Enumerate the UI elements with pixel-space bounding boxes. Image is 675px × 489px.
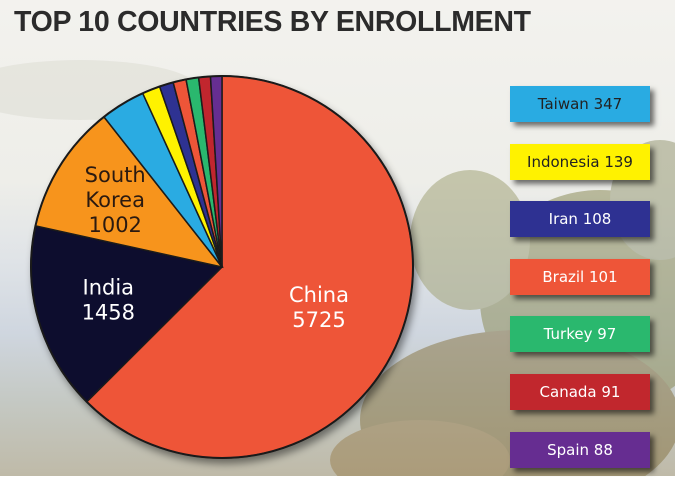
legend-item-brazil: Brazil 101: [510, 258, 650, 295]
legend: Taiwan 347 Indonesia 139 Iran 108 Brazil 10…: [510, 86, 650, 489]
legend-label: Brazil 101: [542, 267, 618, 286]
legend-label: Spain 88: [547, 440, 613, 459]
slice-label-south-korea-line-1: Korea: [85, 188, 145, 212]
legend-label: Indonesia 139: [527, 152, 633, 171]
slice-label-india-line-1: 1458: [82, 301, 135, 325]
slice-label-china-line-0: China: [289, 283, 349, 307]
legend-item-iran: Iran 108: [510, 201, 650, 238]
legend-item-canada: Canada 91: [510, 373, 650, 410]
slice-label-china-line-1: 5725: [292, 308, 345, 332]
chart-title: TOP 10 COUNTRIES BY ENROLLMENT: [14, 6, 531, 38]
legend-item-spain: Spain 88: [510, 431, 650, 468]
legend-label: Iran 108: [548, 210, 612, 229]
slice-label-india-line-0: India: [83, 276, 135, 300]
legend-label: Turkey 97: [543, 325, 617, 344]
legend-label: Canada 91: [539, 382, 621, 401]
slice-label-south-korea-line-0: South: [85, 163, 146, 187]
legend-label: Taiwan 347: [537, 95, 623, 113]
legend-item-indonesia: Indonesia 139: [510, 143, 650, 180]
pie-outline: [30, 75, 414, 459]
legend-item-taiwan: Taiwan 347: [510, 86, 650, 122]
slice-label-south-korea-line-2: 1002: [88, 213, 141, 237]
legend-item-turkey: Turkey 97: [510, 316, 650, 353]
